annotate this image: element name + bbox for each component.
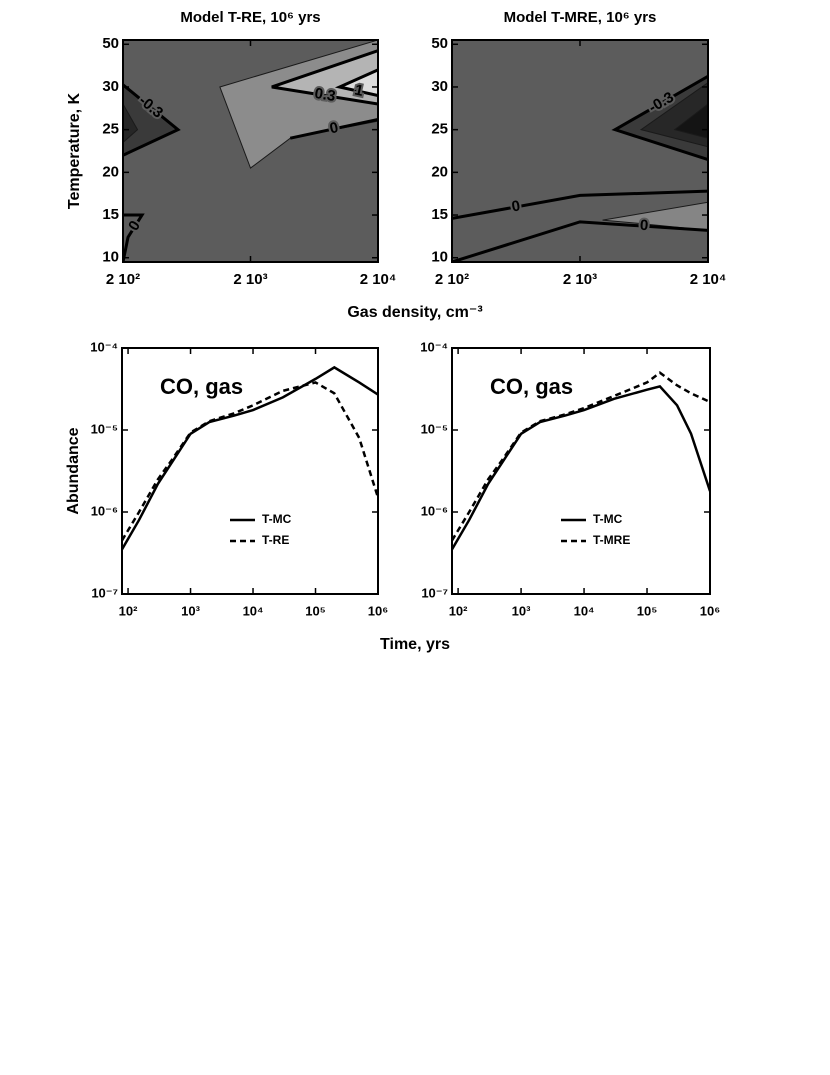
series-line <box>452 371 710 542</box>
y-tick-label: 20 <box>102 163 119 180</box>
y-tick-label: 10⁻⁷ <box>91 585 118 600</box>
contour-line <box>611 74 708 161</box>
series-line <box>122 365 378 551</box>
x-tick-label: 2 10² <box>106 271 140 288</box>
panel: -0.300 2 10² 2 10³ 2 10⁴ 10 15 20 25 30 50 Model T… <box>431 9 726 288</box>
x-tick-label: 10² <box>449 603 468 618</box>
y-tick-label: 25 <box>102 121 119 138</box>
y-axis-label: Temperature, K <box>66 92 83 209</box>
x-tick-label: 10⁴ <box>574 603 595 618</box>
y-tick-label: 10 <box>431 249 448 266</box>
series-line <box>452 385 710 551</box>
contour-line <box>334 68 378 97</box>
legend-label: T-MC <box>262 512 292 526</box>
y-tick-label: 30 <box>102 78 119 95</box>
y-tick-label: 10⁻⁴ <box>420 339 448 354</box>
contour-label: 0.3 <box>313 85 336 105</box>
y-tick-label: 10⁻⁶ <box>91 503 118 518</box>
contour-line <box>271 49 378 106</box>
y-tick-label: 15 <box>431 206 448 223</box>
contour-region <box>123 103 139 144</box>
contour-line <box>123 83 181 157</box>
plot-area <box>122 348 378 594</box>
series-line <box>122 381 378 542</box>
y-tick-label: 10⁻⁶ <box>421 503 448 518</box>
annotation: CO, gas <box>490 374 573 399</box>
y-tick-label: 10⁻⁵ <box>91 421 118 436</box>
contour-region <box>602 201 708 231</box>
x-tick-label: 10⁶ <box>368 603 388 618</box>
annotation: CO, gas <box>160 374 243 399</box>
y-tick-label: 30 <box>431 78 448 95</box>
y-tick-label: 50 <box>431 35 448 52</box>
contour-label: 0 <box>639 217 648 235</box>
panel-title: Model T-RE, 10⁶ yrs <box>180 9 320 26</box>
x-tick-label: 10³ <box>181 603 200 618</box>
plot-area: -0.300 <box>452 40 708 262</box>
x-tick-label: 2 10³ <box>563 271 597 288</box>
plot-frame <box>451 347 711 595</box>
plot-frame <box>121 347 379 595</box>
x-tick-label: 2 10⁴ <box>360 271 397 288</box>
x-tick-label: 10⁶ <box>700 603 720 618</box>
y-tick-label: 10⁻⁷ <box>421 585 448 600</box>
y-tick-label: 10 <box>102 249 119 266</box>
x-tick-label: 2 10⁴ <box>690 271 727 288</box>
contour-line <box>289 117 378 140</box>
legend-label: T-MC <box>593 512 623 526</box>
contour-line <box>452 189 708 220</box>
contour-line <box>452 220 708 262</box>
y-tick-label: 10⁻⁵ <box>421 421 448 436</box>
contour-line <box>123 213 145 262</box>
y-tick-label: 20 <box>431 163 448 180</box>
panel: T-MC T-MRE CO, gas 10² 10³ 10⁴ 10⁵ 10⁶ 10⁻⁷ 10⁻⁶ 1… <box>420 339 720 618</box>
y-tick-label: 15 <box>102 206 119 223</box>
panel: T-MC T-RE CO, gas 10² 10³ 10⁴ 10⁵ 10⁶ 10⁻⁷ 10⁻⁶ 10… <box>65 339 450 653</box>
legend-label: T-RE <box>262 533 289 547</box>
x-tick-label: 2 10³ <box>233 271 267 288</box>
x-tick-label: 10⁵ <box>637 603 658 618</box>
x-axis-label: Gas density, cm⁻³ <box>347 304 482 321</box>
panel-title: Model T-MRE, 10⁶ yrs <box>504 9 657 26</box>
x-tick-label: 10² <box>119 603 138 618</box>
contour-region <box>673 103 708 139</box>
x-axis-label: Time, yrs <box>380 636 450 653</box>
x-tick-label: 10⁵ <box>305 603 326 618</box>
x-tick-label: 10⁴ <box>243 603 264 618</box>
y-tick-label: 50 <box>102 35 119 52</box>
y-axis-label: Abundance <box>65 427 82 514</box>
x-tick-label: 10³ <box>512 603 531 618</box>
x-tick-label: 2 10² <box>435 271 469 288</box>
legend-label: T-MRE <box>593 533 630 547</box>
plot-area <box>452 348 710 594</box>
y-tick-label: 25 <box>431 121 448 138</box>
y-tick-label: 10⁻⁴ <box>90 339 118 354</box>
